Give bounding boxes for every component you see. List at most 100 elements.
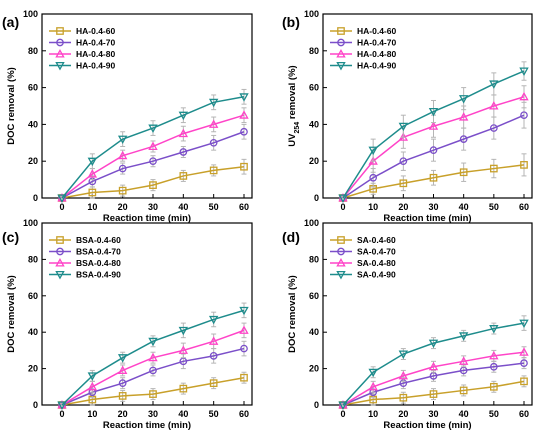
x-tick-label: 30 <box>428 202 438 212</box>
data-point <box>458 112 469 121</box>
legend-marker <box>336 49 346 58</box>
data-point <box>519 347 529 356</box>
x-axis-title: Reaction time (min) <box>103 213 191 224</box>
legend-entry: HA-0.4-60 <box>76 26 115 36</box>
data-point <box>399 393 408 402</box>
x-tick-label: 60 <box>519 202 529 212</box>
x-tick-label: 0 <box>340 202 345 212</box>
chart-panel-b: (b) 0 20 40 60 80 100 0 10 20 30 40 50 60 Reaction tim… <box>282 9 533 224</box>
data-point <box>520 377 528 386</box>
data-point <box>239 93 249 102</box>
data-point <box>87 381 98 391</box>
data-point <box>209 166 218 175</box>
x-axis-title: Reaction time (min) <box>383 213 471 224</box>
data-point <box>398 370 409 380</box>
chart-panel-a: (a) 0 20 40 60 80 100 0 10 20 30 40 50 60 Reaction tim… <box>2 9 253 224</box>
x-tick-label: 20 <box>118 202 128 212</box>
x-tick-label: 50 <box>489 202 499 212</box>
data-point <box>429 390 438 398</box>
legend-entry: SA-0.4-90 <box>357 270 396 280</box>
legend-entry: HA-0.4-70 <box>357 38 396 48</box>
data-point <box>458 95 469 104</box>
data-point <box>428 339 439 349</box>
chart-panel-d: (d) 0 20 40 60 80 100 0 10 20 30 40 50 60 Reaction tim… <box>282 218 533 431</box>
data-point <box>149 157 157 166</box>
legend-entry: HA-0.4-80 <box>357 49 396 59</box>
legend-entry: HA-0.4-90 <box>76 61 115 71</box>
data-point <box>338 194 348 203</box>
x-tick-label: 40 <box>459 409 469 419</box>
x-axis-title: Reaction time (min) <box>383 420 471 431</box>
y-axis-title: DOC removal (%) <box>6 275 17 353</box>
series-line <box>342 164 525 199</box>
data-point <box>240 344 248 353</box>
legend-entry: BSA-0.4-90 <box>76 270 121 280</box>
y-tick-label: 100 <box>304 9 319 19</box>
data-point <box>338 401 348 410</box>
legend-marker <box>337 236 345 244</box>
x-tick-label: 40 <box>459 202 469 212</box>
data-point <box>459 168 468 177</box>
legend-marker <box>336 258 346 267</box>
data-point <box>148 124 158 134</box>
series-line <box>342 351 525 406</box>
plot-frame <box>322 13 533 199</box>
data-point <box>489 101 499 110</box>
data-point <box>240 162 248 171</box>
series-BSA-0.4-90 <box>57 302 249 410</box>
data-point <box>118 186 127 195</box>
series-line <box>61 329 245 406</box>
data-point <box>149 181 157 189</box>
x-tick-label: 10 <box>368 202 378 212</box>
x-tick-label: 40 <box>178 202 188 212</box>
data-point <box>520 161 528 169</box>
y-tick-label: 80 <box>28 46 38 56</box>
data-point <box>519 91 529 101</box>
legend-entry: BSA-0.4-70 <box>76 247 121 257</box>
x-tick-label: 30 <box>428 409 438 419</box>
legend-entry: HA-0.4-80 <box>76 49 115 59</box>
legend-marker <box>55 61 65 71</box>
data-point <box>459 386 468 395</box>
data-point <box>178 128 189 138</box>
legend-marker <box>56 38 64 47</box>
series-HA-0.4-90 <box>57 88 249 203</box>
x-tick-label: 50 <box>209 202 219 212</box>
x-tick-label: 0 <box>59 202 64 212</box>
legend-marker <box>56 27 64 35</box>
data-point <box>117 365 128 374</box>
legend-entry: BSA-0.4-80 <box>76 258 121 268</box>
x-tick-label: 20 <box>398 409 408 419</box>
legend-marker <box>337 38 345 47</box>
data-point <box>399 157 408 166</box>
data-point <box>57 401 67 410</box>
data-point <box>239 306 249 316</box>
data-point <box>87 157 98 167</box>
y-tick-label: 40 <box>28 119 38 129</box>
data-point <box>520 359 528 367</box>
x-tick-label: 10 <box>87 202 97 212</box>
data-point <box>520 111 528 120</box>
data-point <box>208 98 219 108</box>
legend-marker <box>56 236 64 244</box>
data-point <box>489 124 498 132</box>
y-tick-label: 80 <box>28 254 38 264</box>
y-tick-label: 60 <box>28 83 38 93</box>
series-line <box>342 114 525 199</box>
legend-marker <box>337 247 345 256</box>
data-point <box>519 319 529 329</box>
data-point <box>489 80 499 89</box>
data-point <box>489 382 498 391</box>
data-point <box>428 107 439 117</box>
data-point <box>209 138 218 147</box>
y-tick-label: 100 <box>304 218 319 228</box>
data-point <box>398 350 409 359</box>
series-line <box>61 309 245 406</box>
data-point <box>208 119 219 128</box>
data-point <box>117 135 128 145</box>
y-tick-label: 0 <box>33 193 38 203</box>
legend-entry: HA-0.4-70 <box>76 38 115 48</box>
y-tick-label: 80 <box>309 254 319 264</box>
data-point <box>398 122 409 132</box>
x-axis-title: Reaction time (min) <box>103 420 191 431</box>
